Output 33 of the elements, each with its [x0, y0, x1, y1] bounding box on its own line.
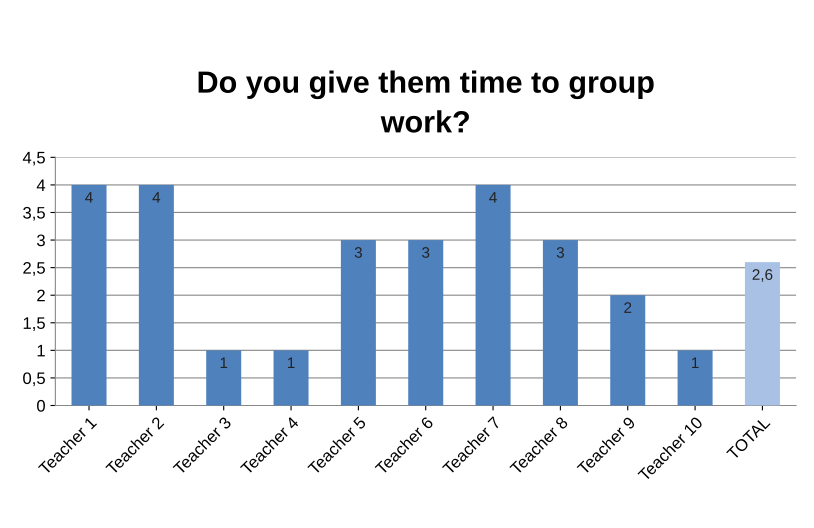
bar	[72, 184, 107, 406]
bar	[408, 240, 444, 406]
bar	[610, 295, 646, 406]
data-label: 3	[422, 247, 430, 258]
bar	[542, 240, 578, 406]
y-tick-label: 3	[36, 234, 45, 246]
data-label: 3	[354, 247, 362, 258]
data-label: 2	[624, 302, 632, 313]
data-label: 2,6	[752, 269, 772, 282]
data-label: 1	[692, 358, 699, 368]
data-label: 4	[489, 192, 497, 203]
bar	[678, 350, 713, 406]
data-label: 3	[556, 247, 564, 258]
bar	[274, 350, 309, 406]
y-tick-label: 3,5	[23, 206, 45, 221]
data-label: 1	[288, 358, 295, 368]
data-label: 4	[152, 192, 160, 203]
bar	[206, 350, 242, 406]
y-tick-label: 4,5	[22, 152, 45, 166]
chart-title: Do you give them time to group work?	[198, 70, 654, 133]
bar	[476, 184, 511, 406]
y-tick-label: 2,5	[23, 262, 45, 276]
y-tick-label: 0	[37, 400, 45, 412]
y-tick-label: 0,5	[23, 372, 45, 386]
y-tick-label: 4	[36, 179, 46, 191]
bar	[340, 240, 376, 406]
bar	[138, 184, 174, 406]
data-label: 4	[85, 192, 93, 203]
y-tick-label: 1,5	[24, 317, 45, 331]
bar	[744, 262, 780, 406]
data-label: 1	[220, 358, 228, 368]
y-tick-label: 2	[37, 290, 45, 302]
y-tick-label: 1	[38, 344, 45, 356]
